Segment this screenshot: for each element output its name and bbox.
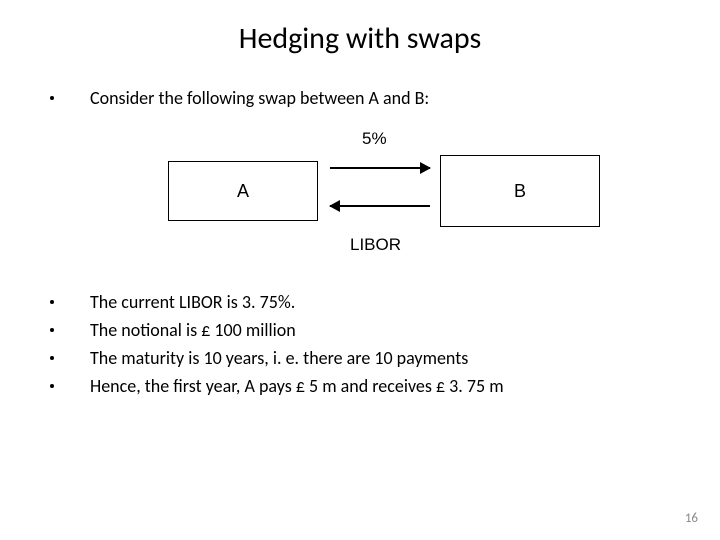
list-item: Hence, the first year, A pays £ 5 m and … — [50, 375, 670, 397]
list-item: The maturity is 10 years, i. e. there ar… — [50, 347, 670, 369]
party-a-label: A — [237, 181, 249, 202]
bullet-icon — [50, 328, 54, 332]
list-item: The current LIBOR is 3. 75%. — [50, 291, 670, 313]
bullet-icon — [50, 356, 54, 360]
swap-diagram: 5% A B LIBOR — [50, 125, 670, 275]
slide-title: Hedging with swaps — [50, 20, 670, 57]
bullet-text: The current LIBOR is 3. 75%. — [90, 291, 295, 313]
bottom-flow-label: LIBOR — [350, 235, 401, 255]
party-b-box: B — [440, 155, 600, 227]
bullet-icon — [50, 384, 54, 388]
bullet-text: The notional is £ 100 million — [90, 319, 296, 341]
bullet-icon — [50, 300, 54, 304]
intro-bullet-text: Consider the following swap between A an… — [90, 87, 429, 109]
list-item: The notional is £ 100 million — [50, 319, 670, 341]
slide: Hedging with swaps Consider the followin… — [0, 0, 720, 540]
top-flow-label: 5% — [362, 129, 387, 149]
bullet-icon — [50, 96, 54, 100]
arrow-a-to-b — [330, 167, 430, 169]
party-b-label: B — [514, 181, 526, 202]
arrow-b-to-a — [330, 205, 430, 207]
bullet-text: The maturity is 10 years, i. e. there ar… — [90, 347, 468, 369]
intro-bullet: Consider the following swap between A an… — [50, 87, 670, 109]
bullet-text: Hence, the first year, A pays £ 5 m and … — [90, 375, 504, 397]
page-number: 16 — [685, 511, 698, 526]
party-a-box: A — [168, 161, 318, 221]
